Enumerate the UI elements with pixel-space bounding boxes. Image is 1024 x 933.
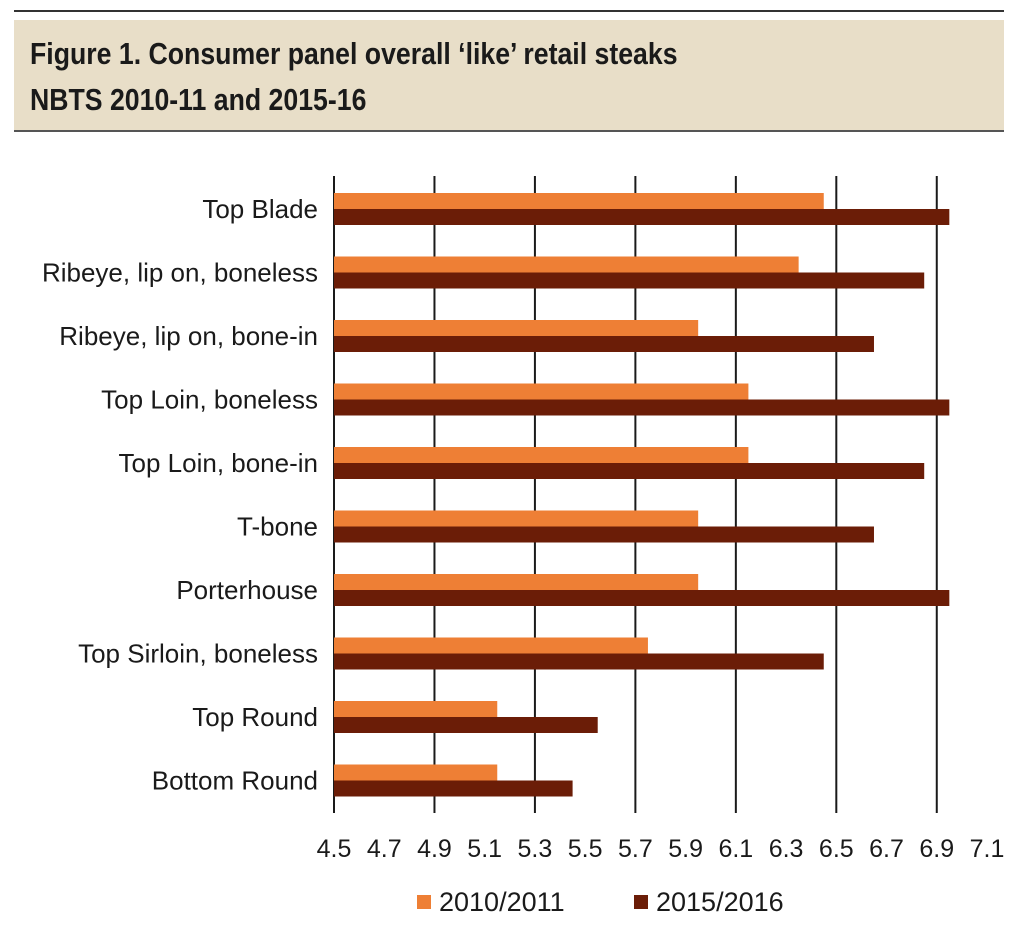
x-tick-label: 6.3 [769,835,804,863]
bar-2015-2016 [334,399,950,416]
bar-2010-2011 [334,447,749,463]
bar-2015-2016 [334,272,925,289]
x-tick-label: 6.5 [819,835,854,863]
category-label: Ribeye, lip on, boneless [42,258,318,288]
bar-2010-2011 [334,510,699,527]
category-label: Ribeye, lip on, bone-in [59,321,318,351]
bar-2010-2011 [334,637,648,654]
category-label: Bottom Round [152,766,318,796]
legend-item-2010: 2010/2011 [417,882,565,922]
x-tick-label: 6.7 [869,835,904,863]
bar-2010-2011 [334,320,699,336]
x-tick-label: 5.1 [467,835,502,863]
x-tick-label: 4.9 [417,835,452,863]
bar-2015-2016 [334,209,950,225]
bar-2015-2016 [334,526,874,543]
x-tick-label: 4.7 [367,835,402,863]
bar-2015-2016 [334,463,925,479]
category-label: Porterhouse [176,575,318,605]
bar-2010-2011 [334,764,498,781]
legend-swatch-2015 [634,895,648,909]
bar-2010-2011 [334,256,799,273]
category-label: Top Round [192,702,318,732]
x-tick-label: 4.5 [317,835,352,863]
bar-2010-2011 [334,193,824,209]
category-label: Top Sirloin, boneless [78,639,318,669]
category-label: Top Loin, bone-in [119,448,318,478]
top-rule [14,10,1004,12]
chart-title-line2: NBTS 2010-11 and 2015-16 [30,82,367,117]
x-tick-label: 5.3 [518,835,553,863]
bar-2010-2011 [334,701,498,717]
category-label: Top Loin, boneless [101,385,318,415]
legend-label-2010: 2010/2011 [439,886,565,917]
legend-item-2015: 2015/2016 [634,882,784,922]
bar-2015-2016 [334,653,824,670]
legend-label-2015: 2015/2016 [656,886,784,917]
x-tick-label: 6.9 [919,835,954,863]
x-tick-label: 5.7 [618,835,653,863]
bar-2015-2016 [334,590,950,606]
category-label: T-bone [237,512,318,542]
bar-2015-2016 [334,717,598,733]
bar-2010-2011 [334,574,699,590]
chart-title-line1: Figure 1. Consumer panel overall ‘like’ … [30,36,678,71]
x-tick-label: 6.1 [718,835,753,863]
title-box: Figure 1. Consumer panel overall ‘like’ … [14,20,1004,132]
bar-2015-2016 [334,780,573,797]
x-tick-label: 7.1 [970,835,1005,863]
category-label: Top Blade [202,194,318,224]
x-tick-label: 5.5 [568,835,603,863]
bar-2010-2011 [334,383,749,400]
bar-2015-2016 [334,336,874,352]
legend-swatch-2010 [417,895,431,909]
x-tick-label: 5.9 [668,835,703,863]
